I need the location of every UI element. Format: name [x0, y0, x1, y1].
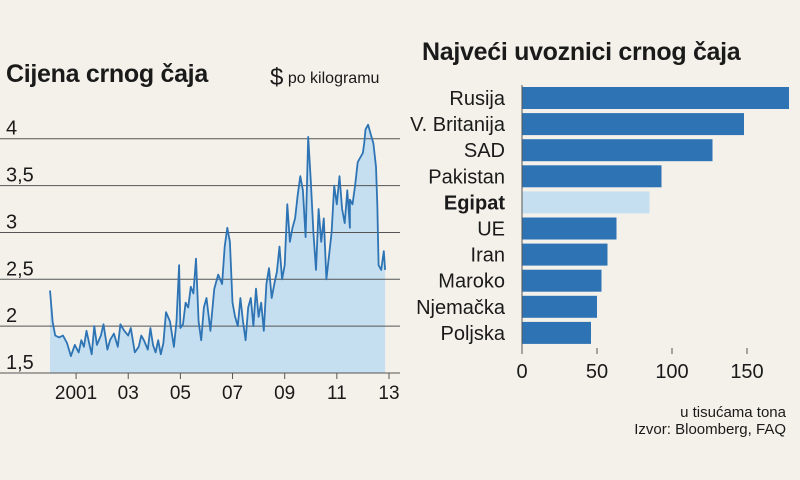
- source-note: Izvor: Bloomberg, FAQ: [634, 421, 786, 438]
- y-tick-label: 3,5: [6, 165, 34, 187]
- bar-label: UE: [477, 219, 505, 241]
- bar: [522, 321, 591, 344]
- bar: [522, 87, 789, 109]
- x-tick-label: 2001: [55, 383, 97, 404]
- unit-note: u tisućama tona: [680, 404, 786, 421]
- y-tick-label: 2,5: [6, 258, 34, 280]
- y-tick-label: 3: [6, 211, 17, 233]
- bar-label: Poljska: [441, 323, 506, 345]
- unit-text: po kilogramu: [287, 70, 380, 87]
- bar: [522, 217, 617, 240]
- bar: [522, 139, 713, 162]
- price-area: [50, 124, 386, 373]
- bar-x-tick-label: 50: [586, 361, 608, 383]
- left-chart-unit: $ po kilogramu: [270, 64, 379, 92]
- x-tick-label: 13: [378, 383, 399, 404]
- y-tick-label: 2: [6, 305, 17, 327]
- price-line: [49, 123, 386, 357]
- left-chart-title: Cijena crnog čaja: [6, 60, 208, 88]
- x-tick-label: 11: [327, 383, 347, 404]
- bar-label: Iran: [471, 245, 505, 267]
- bar-label: Maroko: [438, 271, 505, 293]
- bar-label: Pakistan: [428, 166, 505, 188]
- bar: [522, 295, 597, 318]
- bar: [522, 165, 662, 188]
- bar-label: Njemačka: [416, 297, 506, 319]
- y-tick-label: 1,5: [6, 352, 34, 374]
- bar: [522, 243, 608, 266]
- bar: [522, 191, 650, 214]
- bar-label: SAD: [464, 140, 505, 162]
- bar-label: Egipat: [444, 192, 505, 214]
- bar: [522, 113, 744, 136]
- dollar-symbol: $: [270, 64, 284, 91]
- bar-x-tick-label: 100: [655, 361, 688, 383]
- y-tick-label: 4: [6, 118, 17, 140]
- bar: [522, 269, 602, 292]
- x-tick-label: 03: [118, 383, 139, 404]
- x-tick-label: 09: [274, 383, 295, 404]
- right-chart-title: Najveći uvoznici crnog čaja: [422, 38, 741, 66]
- x-tick-label: 07: [222, 383, 243, 404]
- x-tick-label: 05: [170, 383, 191, 404]
- bar-x-tick-label: 150: [730, 361, 763, 383]
- bar-label: Rusija: [449, 88, 505, 110]
- bar-x-tick-label: 0: [516, 361, 527, 383]
- bar-label: V. Britanija: [410, 114, 506, 136]
